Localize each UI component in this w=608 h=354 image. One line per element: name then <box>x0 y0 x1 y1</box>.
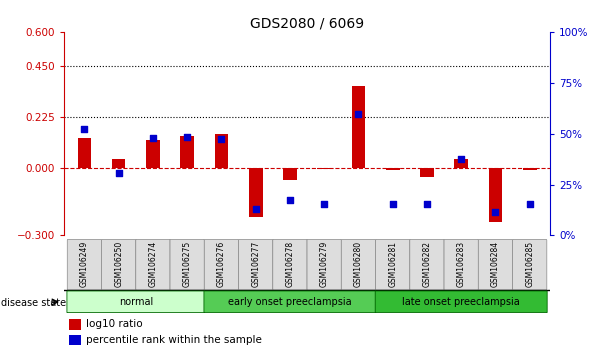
Bar <box>489 167 502 222</box>
Point <box>457 156 466 162</box>
FancyBboxPatch shape <box>204 291 376 313</box>
Bar <box>454 159 468 167</box>
FancyBboxPatch shape <box>67 291 205 313</box>
Bar <box>181 136 194 167</box>
Text: normal: normal <box>119 297 153 307</box>
FancyBboxPatch shape <box>307 239 341 290</box>
Text: GSM106276: GSM106276 <box>217 240 226 287</box>
Bar <box>249 167 263 217</box>
Text: GSM106284: GSM106284 <box>491 240 500 287</box>
Text: percentile rank within the sample: percentile rank within the sample <box>86 335 261 345</box>
Bar <box>283 167 297 180</box>
FancyBboxPatch shape <box>102 239 136 290</box>
Text: GSM106275: GSM106275 <box>182 240 192 287</box>
Point <box>285 197 295 202</box>
Bar <box>420 167 434 177</box>
Point <box>491 209 500 215</box>
Point <box>354 112 364 117</box>
FancyBboxPatch shape <box>238 239 273 290</box>
Text: GSM106277: GSM106277 <box>251 240 260 287</box>
Bar <box>69 335 81 346</box>
Text: late onset preeclampsia: late onset preeclampsia <box>402 297 520 307</box>
Title: GDS2080 / 6069: GDS2080 / 6069 <box>250 17 364 31</box>
Text: GSM106250: GSM106250 <box>114 240 123 287</box>
Text: GSM106249: GSM106249 <box>80 240 89 287</box>
FancyBboxPatch shape <box>341 239 376 290</box>
Text: GSM106280: GSM106280 <box>354 240 363 287</box>
Bar <box>351 86 365 167</box>
Point <box>422 201 432 207</box>
Point <box>250 206 260 212</box>
Point <box>182 134 192 139</box>
Bar <box>215 133 228 167</box>
Point <box>319 201 329 207</box>
Text: GSM106282: GSM106282 <box>423 240 432 286</box>
Point <box>388 201 398 207</box>
FancyBboxPatch shape <box>375 291 547 313</box>
FancyBboxPatch shape <box>136 239 170 290</box>
FancyBboxPatch shape <box>170 239 204 290</box>
Bar <box>523 167 536 170</box>
Text: GSM106285: GSM106285 <box>525 240 534 287</box>
FancyBboxPatch shape <box>273 239 307 290</box>
FancyBboxPatch shape <box>410 239 444 290</box>
Text: log10 ratio: log10 ratio <box>86 319 142 330</box>
Bar <box>112 159 125 167</box>
Bar <box>69 319 81 330</box>
FancyBboxPatch shape <box>513 239 547 290</box>
FancyBboxPatch shape <box>204 239 238 290</box>
Bar <box>146 141 160 167</box>
Text: GSM106278: GSM106278 <box>285 240 294 287</box>
FancyBboxPatch shape <box>67 239 102 290</box>
Bar <box>386 167 399 170</box>
Text: GSM106279: GSM106279 <box>320 240 329 287</box>
FancyBboxPatch shape <box>376 239 410 290</box>
Text: disease state: disease state <box>1 298 66 308</box>
Bar <box>78 138 91 167</box>
FancyBboxPatch shape <box>444 239 478 290</box>
Point <box>216 136 226 142</box>
Bar <box>317 167 331 169</box>
FancyBboxPatch shape <box>478 239 513 290</box>
Text: GSM106281: GSM106281 <box>388 240 397 286</box>
Point <box>80 126 89 131</box>
Point <box>114 171 123 176</box>
Text: GSM106274: GSM106274 <box>148 240 157 287</box>
Point <box>148 135 157 141</box>
Text: early onset preeclampsia: early onset preeclampsia <box>228 297 351 307</box>
Text: GSM106283: GSM106283 <box>457 240 466 287</box>
Point <box>525 201 534 207</box>
